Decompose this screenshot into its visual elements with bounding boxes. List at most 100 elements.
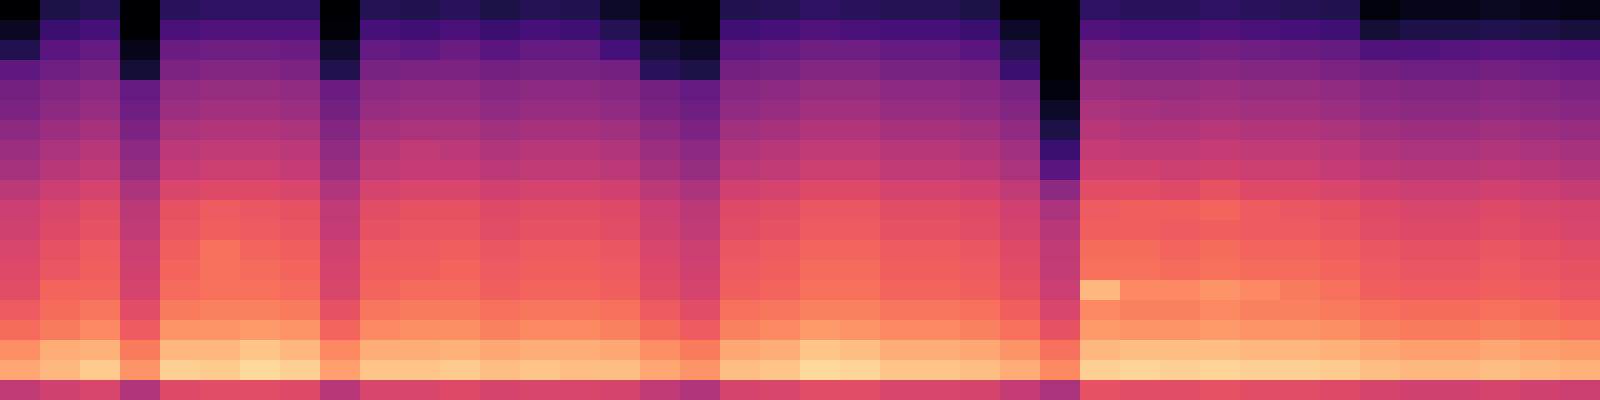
cell xyxy=(40,360,81,381)
cell xyxy=(800,120,841,141)
cell xyxy=(1240,160,1281,181)
cell xyxy=(1400,60,1441,81)
cell xyxy=(600,280,641,301)
cell xyxy=(1400,280,1441,301)
cell xyxy=(880,0,921,21)
cell xyxy=(560,260,601,281)
cell xyxy=(400,320,441,341)
cell xyxy=(640,140,681,161)
cell xyxy=(280,0,321,21)
cell xyxy=(480,120,521,141)
cell xyxy=(1360,240,1401,261)
cell xyxy=(1160,20,1201,41)
cell xyxy=(1120,140,1161,161)
cell xyxy=(1520,380,1561,400)
cell xyxy=(520,200,561,221)
cell xyxy=(1160,300,1201,321)
cell xyxy=(1440,360,1481,381)
cell xyxy=(280,260,321,281)
cell xyxy=(440,100,481,121)
cell xyxy=(240,160,281,181)
cell xyxy=(720,280,761,301)
cell xyxy=(640,340,681,361)
cell xyxy=(80,60,121,81)
cell xyxy=(80,180,121,201)
cell xyxy=(320,280,361,301)
cell xyxy=(1400,380,1441,400)
cell xyxy=(1000,160,1041,181)
cell xyxy=(480,220,521,241)
cell xyxy=(1200,200,1241,221)
cell xyxy=(240,300,281,321)
cell xyxy=(560,20,601,41)
cell xyxy=(1000,0,1041,21)
cell xyxy=(680,340,721,361)
cell xyxy=(1320,60,1361,81)
cell xyxy=(1280,160,1321,181)
cell xyxy=(360,260,401,281)
cell xyxy=(880,340,921,361)
cell xyxy=(1520,260,1561,281)
cell xyxy=(1520,360,1561,381)
cell xyxy=(640,180,681,201)
cell xyxy=(40,380,81,400)
cell xyxy=(760,360,801,381)
cell xyxy=(1040,360,1081,381)
cell xyxy=(1120,0,1161,21)
cell xyxy=(760,140,801,161)
cell xyxy=(520,380,561,400)
cell xyxy=(400,240,441,261)
cell xyxy=(240,80,281,101)
cell xyxy=(760,120,801,141)
cell xyxy=(880,240,921,261)
cell xyxy=(1080,320,1121,341)
cell xyxy=(280,180,321,201)
cell xyxy=(1120,240,1161,261)
cell xyxy=(1440,200,1481,221)
cell xyxy=(800,340,841,361)
cell xyxy=(320,220,361,241)
cell xyxy=(880,120,921,141)
cell xyxy=(280,220,321,241)
cell xyxy=(320,120,361,141)
cell xyxy=(120,220,161,241)
cell xyxy=(120,280,161,301)
cell xyxy=(80,200,121,221)
cell xyxy=(1040,300,1081,321)
cell xyxy=(680,180,721,201)
cell xyxy=(1000,40,1041,61)
cell xyxy=(1080,100,1121,121)
cell xyxy=(1240,200,1281,221)
cell xyxy=(80,340,121,361)
cell xyxy=(400,20,441,41)
cell xyxy=(520,320,561,341)
cell xyxy=(40,100,81,121)
cell xyxy=(1480,100,1521,121)
cell xyxy=(1360,280,1401,301)
cell xyxy=(1480,180,1521,201)
cell xyxy=(640,0,681,21)
cell xyxy=(160,80,201,101)
cell xyxy=(1120,340,1161,361)
cell xyxy=(720,380,761,400)
cell xyxy=(640,60,681,81)
cell xyxy=(1440,260,1481,281)
cell xyxy=(560,180,601,201)
cell xyxy=(440,300,481,321)
cell xyxy=(640,240,681,261)
cell xyxy=(1360,100,1401,121)
cell xyxy=(240,340,281,361)
cell xyxy=(920,60,961,81)
cell xyxy=(1280,380,1321,400)
cell xyxy=(480,300,521,321)
cell xyxy=(480,320,521,341)
cell xyxy=(1560,300,1600,321)
cell xyxy=(240,180,281,201)
cell xyxy=(600,160,641,181)
cell xyxy=(1080,0,1121,21)
cell xyxy=(120,300,161,321)
cell xyxy=(80,260,121,281)
cell xyxy=(240,200,281,221)
cell xyxy=(40,180,81,201)
cell xyxy=(160,180,201,201)
